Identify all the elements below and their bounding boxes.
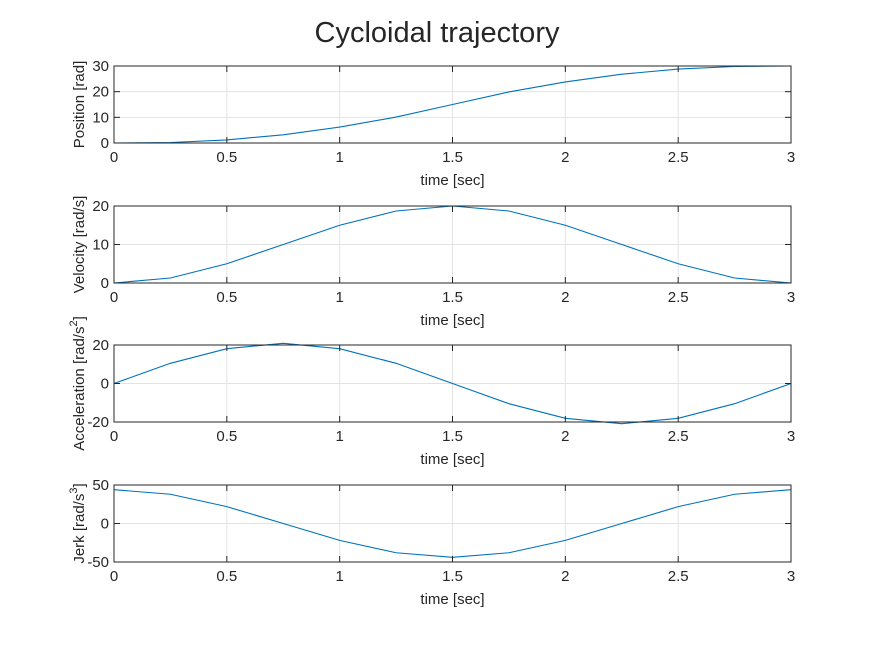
y-axis-label: Jerk [rad/s3] [68,483,88,563]
y-axis-label: Acceleration [rad/s2] [68,316,88,451]
x-tick-label: 2.5 [668,428,689,445]
y-tick-label: 50 [92,477,109,494]
y-axis-label-superscript: 3 [68,488,80,494]
x-tick-label: 2.5 [668,149,689,166]
x-tick-label: 2 [561,428,569,445]
x-tick-label: 3 [787,428,795,445]
y-tick-label: 20 [92,84,109,101]
x-tick-label: 1 [335,568,343,585]
x-tick-label: 0 [110,149,118,166]
x-tick-label: 1.5 [442,149,463,166]
y-tick-label: 0 [101,516,109,533]
y-tick-label: -50 [87,554,109,571]
x-tick-label: 2 [561,568,569,585]
x-tick-label: 3 [787,149,795,166]
y-tick-label: 0 [101,275,109,292]
x-tick-label: 3 [787,568,795,585]
x-axis-label: time [sec] [420,451,484,468]
x-tick-label: 1 [335,149,343,166]
x-axis-label: time [sec] [420,591,484,608]
x-tick-label: 1 [335,428,343,445]
y-axis-label-superscript: 2 [68,320,80,326]
x-tick-label: 2 [561,289,569,306]
y-tick-label: 0 [101,135,109,152]
x-tick-label: 0.5 [216,149,237,166]
y-tick-label: 30 [92,58,109,75]
x-tick-label: 1.5 [442,289,463,306]
figure-title: Cycloidal trajectory [315,17,560,49]
x-tick-label: 0.5 [216,428,237,445]
x-tick-label: 0.5 [216,568,237,585]
y-axis-label-end: ] [71,316,88,320]
x-tick-label: 2 [561,149,569,166]
x-tick-label: 2.5 [668,289,689,306]
y-axis-label-text: Acceleration [rad/s [71,327,88,451]
x-tick-label: 1.5 [442,428,463,445]
x-tick-label: 0.5 [216,289,237,306]
x-axis-label: time [sec] [420,312,484,329]
y-tick-label: 20 [92,198,109,215]
y-axis-label-text: Position [rad] [71,61,88,149]
y-tick-label: 10 [92,237,109,254]
y-tick-label: 0 [101,376,109,393]
y-tick-label: 20 [92,337,109,354]
x-tick-label: 0 [110,568,118,585]
y-tick-label: 10 [92,109,109,126]
y-axis-label: Position [rad] [71,61,88,149]
x-tick-label: 1 [335,289,343,306]
x-tick-label: 0 [110,428,118,445]
subplot-2: 0 0.5 1 1.5 2 2.5 3 0 10 20 time [sec] Velocity [ra… [71,196,795,329]
x-tick-label: 3 [787,289,795,306]
y-axis-label-text: Jerk [rad/s [71,494,88,564]
x-tick-label: 0 [110,289,118,306]
y-axis-label-end: ] [71,483,88,487]
y-axis-label: Velocity [rad/s] [71,196,88,294]
x-axis-label: time [sec] [420,172,484,189]
x-tick-label: 1.5 [442,568,463,585]
x-tick-label: 2.5 [668,568,689,585]
y-axis-label-text: Velocity [rad/s] [71,196,88,294]
y-tick-label: -20 [87,414,109,431]
